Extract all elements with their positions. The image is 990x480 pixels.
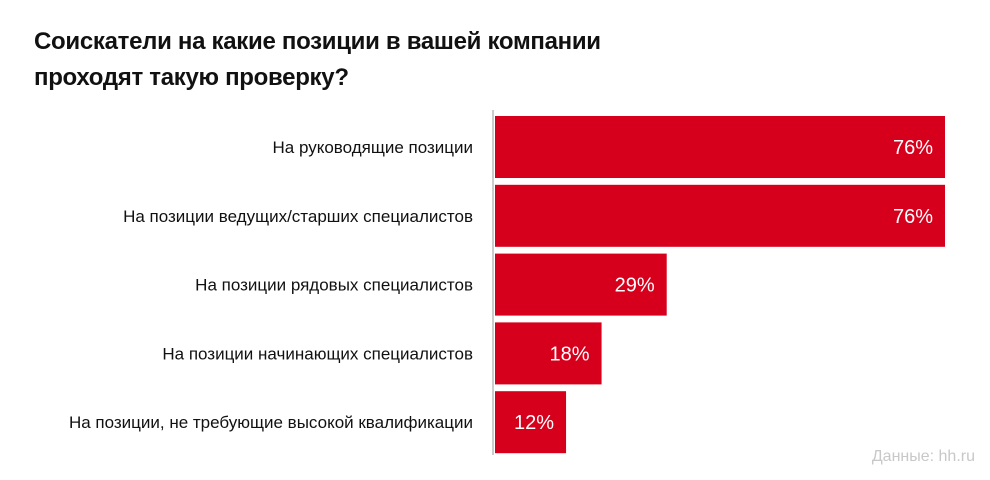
bar	[495, 253, 667, 316]
chart-title: Соискатели на какие позиции в вашей комп…	[34, 28, 601, 91]
category-label: На позиции рядовых специалистов	[195, 276, 473, 295]
category-label: На руководящие позиции	[273, 138, 474, 157]
data-label: 76%	[893, 137, 933, 159]
data-label: 12%	[514, 412, 554, 434]
bar	[495, 391, 567, 454]
category-label: На позиции начинающих специалистов	[162, 344, 473, 363]
data-label: 18%	[550, 343, 590, 365]
source-note: Данные: hh.ru	[871, 448, 975, 465]
bar	[495, 322, 602, 385]
category-label: На позиции, не требующие высокой квалифи…	[69, 413, 473, 432]
category-label: На позиции ведущих/старших специалистов	[123, 207, 473, 226]
data-label: 29%	[615, 275, 655, 297]
data-label: 76%	[893, 206, 933, 228]
bar	[495, 184, 945, 247]
bar	[495, 116, 945, 178]
